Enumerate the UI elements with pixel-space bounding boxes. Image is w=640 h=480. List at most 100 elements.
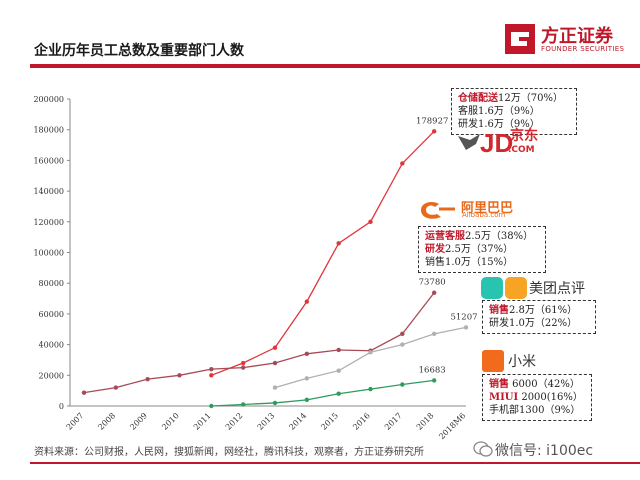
xiaomi-logo-text: 小米 bbox=[508, 354, 536, 370]
footer-divider bbox=[30, 462, 640, 464]
x-tick-label: 2018 bbox=[415, 411, 436, 432]
x-tick-label: 2007 bbox=[65, 411, 86, 432]
alibaba-point bbox=[240, 365, 246, 370]
meituan-end-label: 51207 bbox=[450, 312, 477, 322]
jd-row-1: 仓储配送12万（70%） bbox=[458, 93, 563, 104]
y-tick-label: 60000 bbox=[39, 310, 64, 319]
alibaba-logo-icon bbox=[421, 202, 455, 219]
jd-row-2: 客服1.6万（9%） bbox=[458, 106, 540, 117]
founder-logo-icon bbox=[505, 24, 535, 54]
page-title: 企业历年员工总数及重要部门人数 bbox=[34, 43, 244, 59]
x-tick-label: 2008 bbox=[96, 411, 117, 432]
xiaomi-point bbox=[431, 378, 437, 383]
jd-point bbox=[304, 299, 310, 304]
jd-end-label: 178927 bbox=[416, 116, 448, 126]
xiaomi-logo-icon bbox=[482, 350, 504, 372]
y-tick-label: 40000 bbox=[39, 341, 64, 350]
y-tick-label: 20000 bbox=[39, 371, 64, 380]
alibaba-point bbox=[304, 351, 310, 357]
xiaomi-row-2: MIUI 2000(16%） bbox=[489, 392, 583, 403]
alibaba-logo-en: Alibaba.com bbox=[462, 211, 506, 219]
jd-point bbox=[431, 129, 437, 134]
x-tick-label: 2016 bbox=[351, 411, 372, 432]
header-divider bbox=[30, 64, 640, 68]
alibaba-point bbox=[145, 376, 150, 382]
x-tick-label: 2009 bbox=[128, 411, 149, 432]
xiaomi-breakdown-box: 销售 6000（42%） MIUI 2000(16%） 手机部1300（9%） bbox=[482, 374, 592, 421]
y-tick-label: 160000 bbox=[33, 156, 64, 165]
alibaba-point bbox=[209, 366, 214, 372]
y-tick-label: 140000 bbox=[33, 187, 64, 196]
alibaba-row-3: 销售1.0万（15%） bbox=[425, 257, 514, 268]
alibaba-row-1: 运营客服2.5万（38%） bbox=[425, 231, 534, 242]
jd-point bbox=[400, 161, 405, 166]
xiaomi-row-1: 销售 6000（42%） bbox=[489, 379, 580, 390]
jd-logo-text: JD bbox=[480, 128, 514, 158]
jd-breakdown-box: 仓储配送12万（70%） 客服1.6万（9%） 研发1.6万（9%） bbox=[451, 88, 577, 135]
x-tick-label: 2014 bbox=[287, 411, 308, 432]
alibaba-point bbox=[81, 390, 87, 395]
xiaomi-point bbox=[368, 386, 373, 392]
jd-row-3: 研发1.6万（9%） bbox=[458, 119, 540, 130]
meituan-point bbox=[336, 368, 341, 373]
meituan-point bbox=[400, 342, 405, 347]
x-tick-label: 2013 bbox=[256, 411, 277, 432]
xiaomi-point bbox=[336, 391, 341, 396]
x-tick-label: 2015 bbox=[319, 411, 340, 432]
source-note: 资料来源：公司财报，人民网，搜狐新闻，网经社，腾讯科技，观察者，方正证券研究所 bbox=[34, 447, 424, 458]
alibaba-end-label: 73780 bbox=[419, 278, 446, 288]
x-tick-label: 2018M6 bbox=[437, 411, 467, 441]
y-tick-label: 120000 bbox=[33, 218, 64, 227]
x-tick-label: 2017 bbox=[383, 411, 404, 432]
x-tick-label: 2010 bbox=[160, 411, 181, 432]
xiaomi-point bbox=[304, 397, 310, 403]
meituan-row-2: 研发1.0万（22%） bbox=[489, 318, 578, 329]
meituan-logo-text: 美团点评 bbox=[529, 281, 585, 297]
meituan-point bbox=[272, 385, 278, 390]
y-tick-label: 180000 bbox=[33, 126, 64, 135]
logo-name-cn: 方正证券 bbox=[541, 26, 613, 47]
meituan-row-1: 销售2.8万（61%） bbox=[489, 305, 578, 316]
jd-point bbox=[368, 219, 373, 224]
alibaba-point bbox=[177, 373, 182, 378]
alibaba-row-2: 研发2.5万（37%） bbox=[425, 244, 514, 255]
jd-logo-cn: 京东 bbox=[510, 128, 538, 144]
alibaba-point bbox=[272, 360, 278, 366]
alibaba-breakdown-box: 运营客服2.5万（38%） 研发2.5万（37%） 销售1.0万（15%） bbox=[418, 226, 546, 273]
x-tick-label: 2012 bbox=[224, 411, 245, 432]
jd-point bbox=[209, 373, 214, 378]
y-tick-label: 200000 bbox=[33, 95, 64, 104]
meituan-breakdown-box: 销售2.8万（61%） 研发1.0万（22%） bbox=[482, 300, 596, 334]
xiaomi-end-label: 16683 bbox=[419, 365, 446, 375]
xiaomi-point bbox=[209, 403, 214, 409]
wechat-id: 微信号: i100ec bbox=[495, 443, 594, 459]
alibaba-point bbox=[336, 347, 341, 353]
y-tick-label: 80000 bbox=[39, 279, 64, 288]
founder-logo: 方正证券 FOUNDER SECURITIES bbox=[505, 22, 635, 58]
y-tick-label: 100000 bbox=[33, 249, 64, 258]
alibaba-point bbox=[400, 331, 405, 337]
jd-logo-com: .COM bbox=[508, 145, 535, 155]
xiaomi-row-3: 手机部1300（9%） bbox=[489, 405, 581, 416]
jd-point bbox=[240, 360, 246, 366]
logo-name-en: FOUNDER SECURITIES bbox=[541, 45, 625, 53]
meituan-app-icon bbox=[481, 277, 503, 299]
wechat-icon bbox=[473, 441, 493, 457]
y-tick-label: 0 bbox=[59, 402, 64, 411]
x-tick-label: 2011 bbox=[192, 411, 213, 432]
jd-point bbox=[336, 241, 341, 246]
alibaba-series-line bbox=[83, 292, 435, 394]
xiaomi-point bbox=[240, 402, 246, 407]
meituan-point bbox=[463, 325, 469, 330]
alibaba-point bbox=[431, 290, 437, 295]
meituan-series-line bbox=[274, 326, 467, 389]
alibaba-point bbox=[113, 385, 119, 390]
meituan-point bbox=[304, 376, 310, 381]
alibaba-logo-cn: 阿里巴巴 bbox=[461, 201, 514, 216]
meituan-point bbox=[368, 350, 373, 355]
jd-point bbox=[272, 345, 278, 350]
xiaomi-point bbox=[400, 382, 405, 387]
xiaomi-series-line bbox=[211, 379, 435, 407]
